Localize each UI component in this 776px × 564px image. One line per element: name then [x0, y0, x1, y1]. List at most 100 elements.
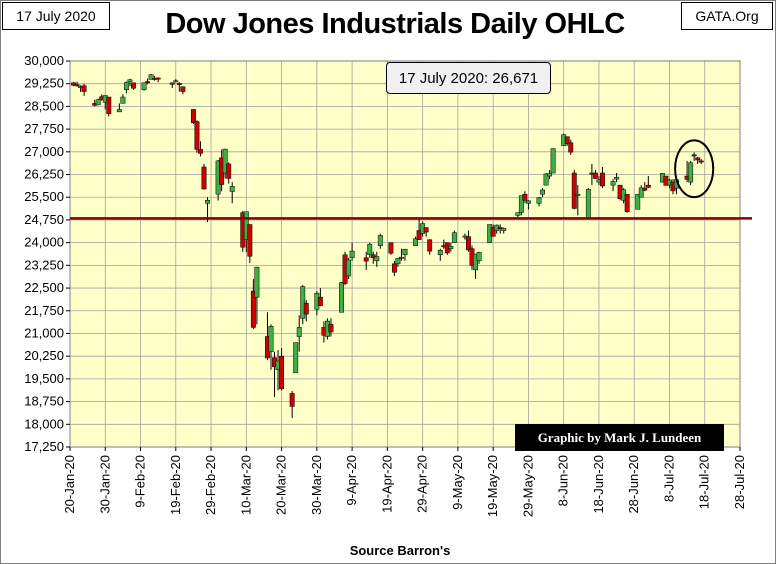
candle — [194, 120, 200, 153]
candle — [399, 248, 404, 261]
x-tick-label: 29-Apr-20 — [415, 455, 430, 513]
candle — [451, 230, 457, 243]
candle — [437, 248, 443, 261]
candle-body — [525, 200, 531, 204]
candle — [638, 185, 644, 198]
candle-body — [416, 230, 422, 240]
candle-body — [688, 162, 694, 183]
y-tick-label: 21,750 — [24, 303, 64, 318]
candle-body — [247, 224, 253, 257]
candle — [201, 163, 207, 190]
candle — [268, 324, 274, 370]
candle — [391, 260, 397, 276]
candle-body — [515, 212, 521, 216]
candle-body — [536, 197, 542, 204]
candle-body — [205, 200, 210, 204]
candle-body — [540, 189, 545, 195]
candle — [377, 233, 383, 249]
candle-body — [600, 172, 605, 187]
candle — [293, 342, 299, 374]
candle — [328, 318, 334, 337]
candle-body — [635, 193, 641, 210]
candle — [395, 257, 401, 267]
y-tick-label: 29,250 — [24, 76, 64, 91]
candle-body — [349, 250, 355, 259]
candle-body — [201, 166, 207, 190]
x-tick-label: 20-Jan-20 — [62, 455, 77, 514]
x-tick-label: 19-Feb-20 — [168, 455, 183, 515]
candle-body — [303, 302, 309, 315]
candle — [349, 242, 355, 261]
candle — [222, 148, 228, 179]
candle — [131, 82, 136, 90]
candle — [564, 136, 570, 146]
candle — [180, 86, 186, 95]
y-tick-label: 18,000 — [24, 416, 64, 431]
candle — [543, 173, 549, 186]
candle — [250, 278, 256, 329]
candle — [254, 266, 260, 325]
x-tick-label: 29-May-20 — [520, 455, 535, 517]
candle — [339, 282, 344, 313]
candle-body — [399, 256, 404, 259]
y-axis: 17,250 18,000 18,750 19,500 20,250 21,000 21,7… — [24, 53, 70, 454]
candle — [550, 148, 556, 174]
candle — [688, 160, 694, 186]
candle — [624, 193, 630, 213]
candle-body — [695, 157, 701, 161]
candle-body — [564, 136, 570, 144]
candle — [247, 224, 253, 263]
x-tick-label: 19-May-20 — [485, 455, 500, 517]
candle-body — [363, 257, 369, 262]
x-axis-title: Source Barron's — [349, 543, 451, 558]
candle — [120, 94, 126, 104]
candle-body — [614, 177, 620, 180]
candle — [518, 195, 524, 216]
candle-body — [141, 82, 147, 91]
candle — [363, 251, 369, 270]
candle — [155, 77, 161, 83]
candle — [416, 218, 422, 240]
candle-body — [131, 82, 136, 89]
candle-body — [374, 256, 380, 262]
candle-body — [571, 172, 577, 209]
x-tick-label: 30-Mar-20 — [309, 455, 324, 515]
candle — [190, 109, 196, 124]
chart-title: Dow Jones Industrials Daily OHLC — [165, 8, 625, 40]
candle-body — [229, 186, 235, 192]
candle — [229, 182, 235, 204]
candle-body — [610, 181, 616, 186]
candle-body — [71, 82, 76, 86]
candle-body — [169, 82, 175, 85]
candle-body — [81, 85, 87, 92]
candle-body — [547, 173, 553, 177]
candle-body — [466, 236, 471, 251]
candle — [123, 81, 129, 94]
candle-body — [194, 121, 200, 150]
candle-body — [120, 96, 126, 104]
x-tick-label: 8-Jun-20 — [556, 455, 571, 506]
candle-body — [155, 77, 161, 80]
candle-body — [296, 327, 302, 337]
candle — [585, 188, 591, 219]
candle — [116, 103, 122, 113]
y-tick-label: 24,000 — [24, 235, 64, 250]
candle — [575, 185, 581, 216]
candle-body — [391, 263, 397, 273]
y-tick-label: 19,500 — [24, 371, 64, 386]
candle-body — [293, 342, 299, 374]
candle — [296, 315, 302, 352]
candle — [346, 257, 352, 279]
y-tick-label: 27,750 — [24, 121, 64, 136]
candle-body — [691, 154, 697, 157]
candle-body — [423, 227, 429, 233]
y-tick-label: 25,500 — [24, 189, 64, 204]
candle — [525, 200, 531, 210]
candle — [473, 253, 478, 279]
candle — [198, 141, 203, 157]
candle — [645, 176, 651, 189]
candle — [413, 236, 419, 246]
y-tick-label: 21,000 — [24, 325, 64, 340]
candle — [614, 173, 620, 183]
candle-body — [395, 258, 401, 265]
